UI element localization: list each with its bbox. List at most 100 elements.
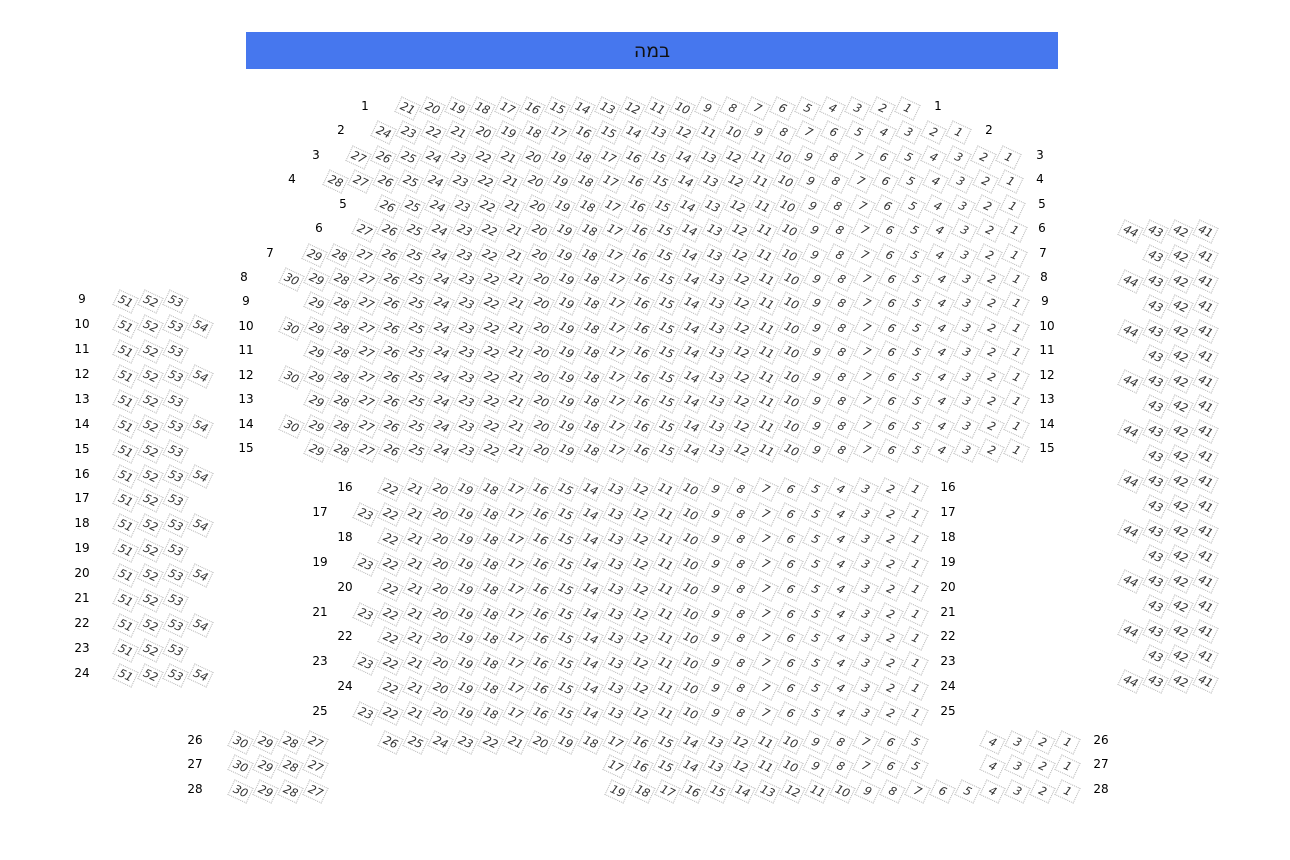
seat[interactable]: 12 bbox=[726, 242, 753, 268]
seat[interactable]: 6 bbox=[876, 218, 903, 243]
seat[interactable]: 5 bbox=[802, 576, 829, 602]
seat[interactable]: 8 bbox=[827, 730, 854, 755]
seat[interactable]: 17 bbox=[502, 502, 529, 527]
seat[interactable]: 12 bbox=[728, 413, 755, 439]
seat[interactable]: 41 bbox=[1192, 419, 1219, 444]
seat[interactable]: 16 bbox=[628, 340, 655, 365]
seat[interactable]: 20 bbox=[427, 701, 454, 726]
seat[interactable]: 5 bbox=[802, 552, 829, 577]
seat[interactable]: 41 bbox=[1192, 644, 1219, 669]
seat[interactable]: 27 bbox=[353, 365, 380, 390]
seat[interactable]: 41 bbox=[1192, 544, 1219, 569]
seat[interactable]: 8 bbox=[826, 218, 853, 243]
seat[interactable]: 20 bbox=[528, 413, 555, 439]
seat[interactable]: 15 bbox=[552, 477, 579, 502]
seat[interactable]: 51 bbox=[112, 314, 139, 339]
seat[interactable]: 54 bbox=[187, 613, 214, 638]
seat[interactable]: 11 bbox=[751, 242, 778, 268]
seat[interactable]: 4 bbox=[827, 552, 854, 577]
seat[interactable]: 9 bbox=[702, 576, 729, 602]
seat[interactable]: 5 bbox=[901, 242, 928, 268]
seat[interactable]: 4 bbox=[928, 316, 955, 341]
seat[interactable]: 1 bbox=[945, 120, 972, 146]
seat[interactable]: 4 bbox=[920, 145, 947, 170]
seat[interactable]: 51 bbox=[112, 364, 139, 389]
seat[interactable]: 26 bbox=[378, 316, 405, 341]
seat[interactable]: 5 bbox=[802, 601, 829, 627]
seat[interactable]: 51 bbox=[112, 463, 139, 489]
seat[interactable]: 13 bbox=[602, 601, 629, 627]
seat[interactable]: 21 bbox=[503, 438, 530, 463]
seat[interactable]: 28 bbox=[328, 316, 355, 341]
seat[interactable]: 23 bbox=[447, 169, 474, 194]
seat[interactable]: 7 bbox=[853, 389, 880, 414]
seat[interactable]: 21 bbox=[503, 291, 530, 317]
seat[interactable]: 42 bbox=[1167, 444, 1194, 469]
seat[interactable]: 20 bbox=[427, 626, 454, 652]
seat[interactable]: 20 bbox=[427, 552, 454, 577]
seat[interactable]: 22 bbox=[470, 145, 497, 170]
seat[interactable]: 15 bbox=[552, 626, 579, 652]
seat[interactable]: 13 bbox=[602, 552, 629, 577]
seat[interactable]: 18 bbox=[577, 730, 604, 755]
seat[interactable]: 30 bbox=[227, 779, 254, 804]
seat[interactable]: 1 bbox=[1003, 389, 1030, 414]
seat[interactable]: 9 bbox=[702, 552, 729, 577]
seat[interactable]: 8 bbox=[820, 145, 847, 170]
seat[interactable]: 2 bbox=[978, 316, 1005, 341]
seat[interactable]: 21 bbox=[402, 527, 429, 552]
seat[interactable]: 19 bbox=[553, 413, 580, 439]
seat[interactable]: 6 bbox=[870, 145, 897, 170]
seat[interactable]: 23 bbox=[449, 194, 476, 219]
seat[interactable]: 52 bbox=[137, 289, 164, 314]
seat[interactable]: 44 bbox=[1117, 469, 1144, 494]
seat[interactable]: 15 bbox=[653, 291, 680, 317]
seat[interactable]: 8 bbox=[770, 120, 797, 146]
seat[interactable]: 42 bbox=[1167, 669, 1194, 694]
seat[interactable]: 14 bbox=[674, 194, 701, 219]
seat[interactable]: 6 bbox=[777, 601, 804, 627]
seat[interactable]: 15 bbox=[552, 576, 579, 602]
seat[interactable]: 11 bbox=[652, 626, 679, 652]
seat[interactable]: 22 bbox=[478, 291, 505, 317]
seat[interactable]: 21 bbox=[503, 267, 530, 292]
seat[interactable]: 26 bbox=[378, 438, 405, 463]
seat[interactable]: 42 bbox=[1167, 544, 1194, 569]
seat[interactable]: 13 bbox=[701, 242, 728, 268]
seat[interactable]: 42 bbox=[1167, 394, 1194, 419]
seat[interactable]: 53 bbox=[162, 663, 189, 688]
seat[interactable]: 10 bbox=[778, 340, 805, 365]
seat[interactable]: 3 bbox=[953, 267, 980, 292]
seat[interactable]: 8 bbox=[827, 754, 854, 779]
seat[interactable]: 9 bbox=[795, 145, 822, 170]
seat[interactable]: 53 bbox=[162, 488, 189, 514]
seat[interactable]: 4 bbox=[928, 365, 955, 390]
seat[interactable]: 4 bbox=[827, 651, 854, 676]
seat[interactable]: 19 bbox=[553, 389, 580, 414]
seat[interactable]: 2 bbox=[970, 145, 997, 170]
seat[interactable]: 43 bbox=[1142, 419, 1169, 444]
seat[interactable]: 7 bbox=[752, 502, 779, 527]
seat[interactable]: 21 bbox=[503, 389, 530, 414]
seat[interactable]: 10 bbox=[677, 626, 704, 652]
seat[interactable]: 52 bbox=[137, 563, 164, 588]
seat[interactable]: 19 bbox=[552, 730, 579, 755]
seat[interactable]: 10 bbox=[677, 527, 704, 552]
seat[interactable]: 16 bbox=[620, 145, 647, 170]
seat[interactable]: 22 bbox=[476, 242, 503, 268]
seat[interactable]: 13 bbox=[602, 502, 629, 527]
seat[interactable]: 2 bbox=[877, 701, 904, 726]
seat[interactable]: 15 bbox=[653, 365, 680, 390]
seat[interactable]: 27 bbox=[353, 340, 380, 365]
seat[interactable]: 10 bbox=[677, 676, 704, 701]
seat[interactable]: 23 bbox=[451, 218, 478, 243]
seat[interactable]: 22 bbox=[377, 576, 404, 602]
seat[interactable]: 41 bbox=[1192, 269, 1219, 294]
seat[interactable]: 23 bbox=[453, 316, 480, 341]
seat[interactable]: 27 bbox=[345, 145, 372, 170]
seat[interactable]: 6 bbox=[777, 527, 804, 552]
seat[interactable]: 24 bbox=[428, 365, 455, 390]
seat[interactable]: 23 bbox=[453, 291, 480, 317]
seat[interactable]: 17 bbox=[603, 413, 630, 439]
seat[interactable]: 25 bbox=[397, 169, 424, 194]
